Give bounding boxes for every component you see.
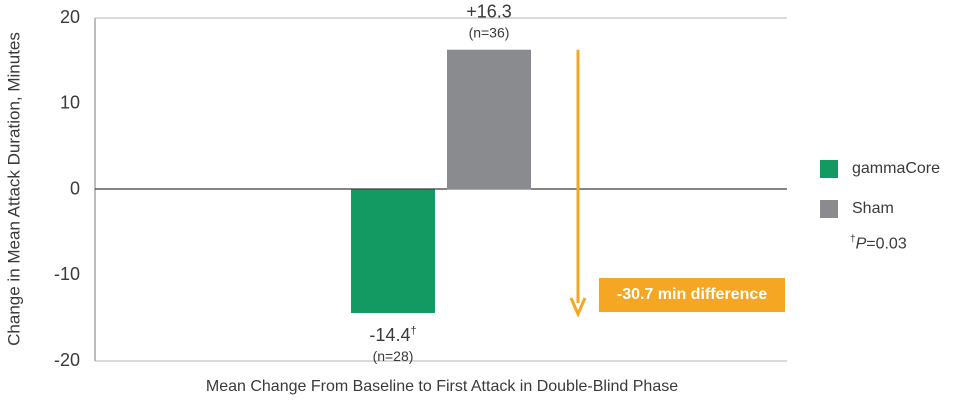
bar-sham xyxy=(447,49,531,190)
x-axis-label: Mean Change From Baseline to First Attac… xyxy=(206,378,678,395)
p-italic: P xyxy=(855,235,867,253)
bar-gammacore xyxy=(351,189,435,313)
y-tick-label: -10 xyxy=(54,264,80,284)
legend-item-gammacore: gammaCore xyxy=(820,160,940,178)
difference-callout-label: -30.7 min difference xyxy=(616,286,768,303)
n-label-gammacore: (n=28) xyxy=(373,348,414,364)
n-label-sham: (n=36) xyxy=(469,25,510,41)
p-dagger: † xyxy=(850,234,856,245)
y-axis-label: Change in Mean Attack Duration, Minutes xyxy=(4,32,23,346)
p-value-note: †P=0.03 xyxy=(850,234,907,253)
difference-arrow-head xyxy=(569,297,587,318)
legend-swatch-sham xyxy=(820,200,838,218)
p-value: =0.03 xyxy=(866,235,907,253)
legend-label-sham: Sham xyxy=(852,200,894,217)
y-tick-label: 10 xyxy=(60,93,80,113)
legend-swatch-gammacore xyxy=(820,160,838,178)
data-label-mark: † xyxy=(410,325,416,337)
y-tick-label: 20 xyxy=(60,7,80,27)
data-label-gammacore: -14.4† xyxy=(369,325,416,345)
data-label-sham: +16.3 xyxy=(466,2,512,22)
bars xyxy=(351,49,531,313)
legend-label-gammacore: gammaCore xyxy=(852,160,941,177)
y-tick-label: -20 xyxy=(54,350,80,370)
y-tick-label: 0 xyxy=(70,178,80,198)
difference-callout: -30.7 min difference xyxy=(599,278,785,312)
difference-arrow xyxy=(569,49,587,318)
data-labels: -14.4† (n=28) +16.3 (n=36) xyxy=(369,2,511,364)
y-ticks: 20 10 0 -10 -20 xyxy=(54,7,80,370)
legend-item-sham: Sham xyxy=(820,200,894,218)
